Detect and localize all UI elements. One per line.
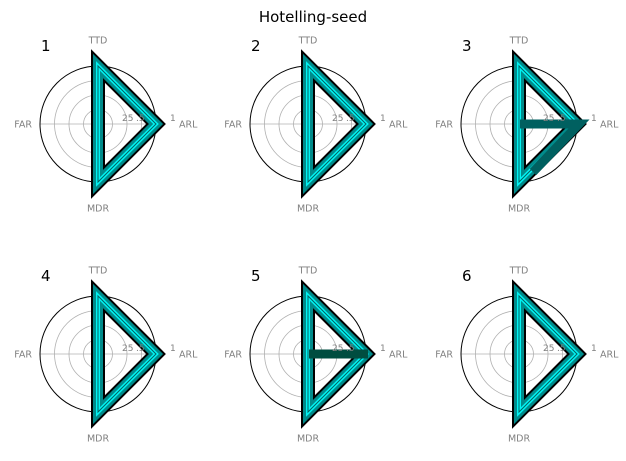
radial-tick-label: 25 [332, 114, 343, 124]
series-core [307, 294, 367, 414]
series-core [307, 64, 367, 184]
panel-number: 1 [41, 37, 51, 55]
axis-label-ttd: TTD [298, 266, 318, 277]
radial-tick-label: 1 [380, 114, 386, 124]
radial-tick-label: 25 [543, 344, 554, 354]
series-core [97, 64, 157, 184]
radial-tick-label: .5 [346, 344, 355, 354]
panel-number: 5 [251, 267, 261, 285]
axis-label-ttd: TTD [509, 36, 529, 47]
axis-label-mdr: MDR [297, 434, 320, 445]
axis-label-far: FAR [224, 120, 242, 131]
radial-tick-label: 1 [170, 344, 176, 354]
panel-number: 4 [41, 267, 51, 285]
axis-label-mdr: MDR [297, 204, 320, 215]
axis-label-far: FAR [224, 350, 242, 361]
axis-label-arl: ARL [600, 350, 619, 361]
radial-tick-label: 25 [122, 114, 133, 124]
axis-label-ttd: TTD [298, 36, 318, 47]
radial-tick-label: 25 [543, 114, 554, 124]
radial-tick-label: 1 [591, 344, 597, 354]
axis-label-mdr: MDR [508, 434, 531, 445]
axis-label-far: FAR [14, 120, 32, 131]
radial-tick-label: .5 [557, 344, 566, 354]
axis-label-arl: ARL [179, 120, 198, 131]
axis-label-arl: ARL [179, 350, 198, 361]
axis-label-far: FAR [14, 350, 32, 361]
axis-label-far: FAR [435, 350, 453, 361]
radial-tick-label: 1 [380, 344, 386, 354]
radial-tick-label: .5 [346, 114, 355, 124]
series-core [97, 294, 157, 414]
panel-number: 2 [251, 37, 261, 55]
radial-tick-label: .5 [136, 344, 145, 354]
series-overlay [520, 119, 590, 176]
axis-label-mdr: MDR [87, 434, 110, 445]
radial-tick-label: 25 [122, 344, 133, 354]
panel-number: 6 [462, 267, 472, 285]
axis-label-mdr: MDR [87, 204, 110, 215]
chart-title: Hotelling-seed [259, 8, 367, 26]
axis-label-ttd: TTD [88, 36, 108, 47]
radial-tick-label: .5 [136, 114, 145, 124]
axis-label-far: FAR [435, 120, 453, 131]
axis-label-ttd: TTD [88, 266, 108, 277]
radial-tick-label: 1 [170, 114, 176, 124]
panel-number: 3 [462, 37, 472, 55]
axis-label-arl: ARL [389, 120, 408, 131]
axis-label-arl: ARL [389, 350, 408, 361]
radial-tick-label: .5 [557, 114, 566, 124]
series-core [518, 294, 578, 414]
axis-label-arl: ARL [600, 120, 619, 131]
radial-tick-label: 25 [332, 344, 343, 354]
radial-tick-label: 1 [591, 114, 597, 124]
axis-label-ttd: TTD [509, 266, 529, 277]
axis-label-mdr: MDR [508, 204, 531, 215]
